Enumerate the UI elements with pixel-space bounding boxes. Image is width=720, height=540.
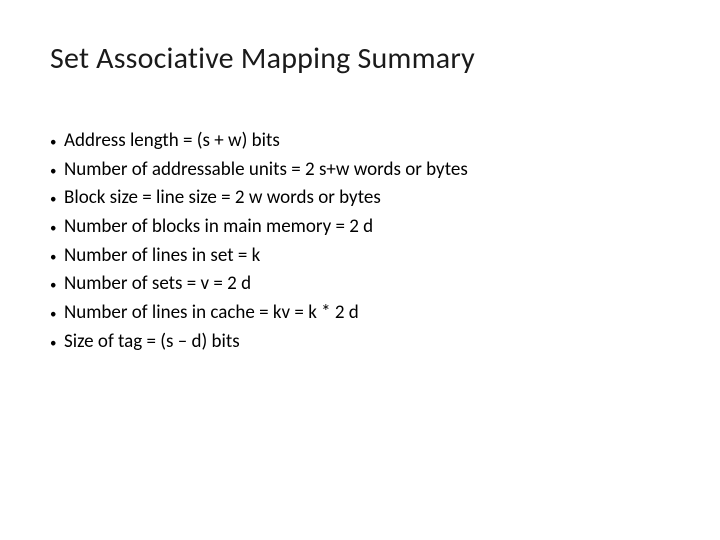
bullet-icon: • [50, 274, 64, 299]
bullet-text: Number of addressable units = 2 s+w word… [64, 156, 468, 184]
slide: Set Associative Mapping Summary • Addres… [0, 0, 720, 540]
bullet-text: Number of blocks in main memory = 2 d [64, 213, 373, 241]
list-item: • Number of addressable units = 2 s+w wo… [50, 156, 670, 185]
bullet-icon: • [50, 131, 64, 156]
bullet-icon: • [50, 246, 64, 271]
bullet-text: Address length = (s + w) bits [64, 127, 280, 155]
bullet-icon: • [50, 332, 64, 357]
bullet-text: Block size = line size = 2 w words or by… [64, 184, 381, 212]
list-item: • Number of sets = v = 2 d [50, 270, 670, 299]
bullet-text: Number of sets = v = 2 d [64, 270, 251, 298]
bullet-icon: • [50, 188, 64, 213]
bullet-text: Number of lines in cache = kv = k * 2 d [64, 299, 359, 327]
bullet-icon: • [50, 303, 64, 328]
bullet-list: • Address length = (s + w) bits • Number… [50, 127, 670, 357]
bullet-icon: • [50, 160, 64, 185]
slide-title: Set Associative Mapping Summary [50, 40, 670, 77]
bullet-text: Size of tag = (s – d) bits [64, 328, 240, 356]
list-item: • Size of tag = (s – d) bits [50, 328, 670, 357]
list-item: • Number of blocks in main memory = 2 d [50, 213, 670, 242]
bullet-text: Number of lines in set = k [64, 242, 260, 270]
list-item: • Number of lines in cache = kv = k * 2 … [50, 299, 670, 328]
list-item: • Block size = line size = 2 w words or … [50, 184, 670, 213]
list-item: • Address length = (s + w) bits [50, 127, 670, 156]
list-item: • Number of lines in set = k [50, 242, 670, 271]
bullet-icon: • [50, 217, 64, 242]
